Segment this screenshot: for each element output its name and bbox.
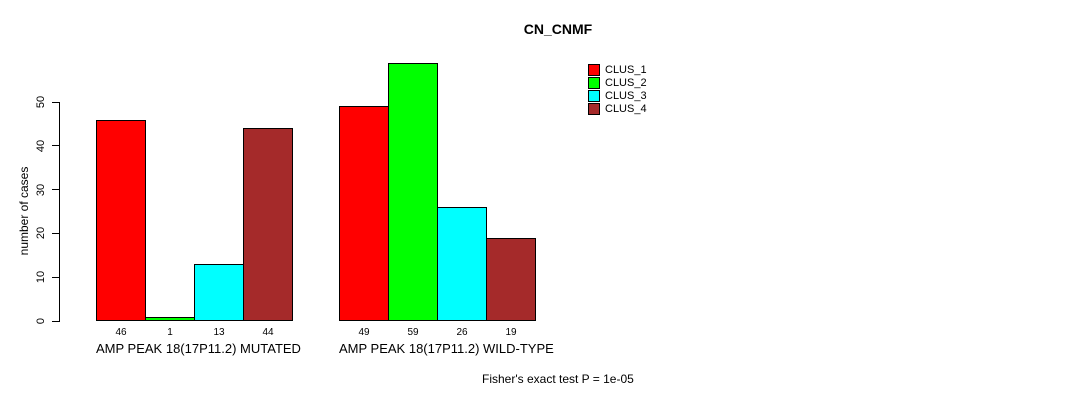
y-axis-line (59, 102, 60, 321)
legend-label: CLUS_2 (605, 76, 647, 89)
legend-label: CLUS_4 (605, 102, 647, 115)
y-tick-mark (52, 101, 60, 103)
bar-value-label: 44 (262, 327, 274, 338)
legend: CLUS_1 CLUS_2 CLUS_3 CLUS_4 (588, 63, 647, 115)
y-tick-label: 0 (35, 317, 47, 325)
y-tick-label: 30 (35, 183, 47, 196)
legend-item: CLUS_1 (588, 63, 647, 76)
y-tick-label: 40 (35, 139, 47, 152)
bar-clus_3 (194, 264, 244, 321)
legend-label: CLUS_3 (605, 89, 647, 102)
legend-item: CLUS_3 (588, 89, 647, 102)
bar-value-label: 49 (358, 327, 370, 338)
legend-swatch-icon (588, 89, 600, 102)
y-tick-mark (52, 145, 60, 147)
bar-value-label: 26 (456, 327, 468, 338)
y-tick-mark (52, 320, 60, 322)
y-tick-mark (52, 276, 60, 278)
chart-title: CN_CNMF (523, 21, 593, 37)
y-tick-mark (52, 189, 60, 191)
bar-clus_2 (388, 63, 438, 321)
bar-value-label: 19 (505, 327, 517, 338)
x-group-label: AMP PEAK 18(17P11.2) MUTATED (96, 341, 301, 356)
bar-value-label: 13 (213, 327, 225, 338)
legend-swatch-icon (588, 76, 600, 89)
bar-clus_4 (243, 128, 293, 321)
y-tick-label: 20 (35, 227, 47, 240)
fisher-test-annotation: Fisher's exact test P = 1e-05 (482, 372, 634, 386)
bar-clus_1 (339, 106, 389, 321)
legend-swatch-icon (588, 63, 600, 76)
y-tick-label: 50 (35, 95, 47, 109)
legend-label: CLUS_1 (605, 63, 647, 76)
bar-clus_3 (437, 207, 487, 321)
legend-swatch-icon (588, 102, 600, 115)
x-group-label: AMP PEAK 18(17P11.2) WILD-TYPE (339, 341, 554, 356)
y-axis-title: number of cases (17, 166, 31, 256)
legend-item: CLUS_4 (588, 102, 647, 115)
y-tick-mark (52, 232, 60, 234)
bar-value-label: 46 (115, 327, 127, 338)
bar-value-label: 1 (167, 327, 173, 338)
legend-item: CLUS_2 (588, 76, 647, 89)
bar-clus_1 (96, 120, 146, 321)
bar-clus_4 (486, 238, 536, 321)
bar-clus_2 (145, 317, 195, 321)
y-tick-label: 10 (35, 271, 47, 284)
bar-value-label: 59 (407, 327, 419, 338)
